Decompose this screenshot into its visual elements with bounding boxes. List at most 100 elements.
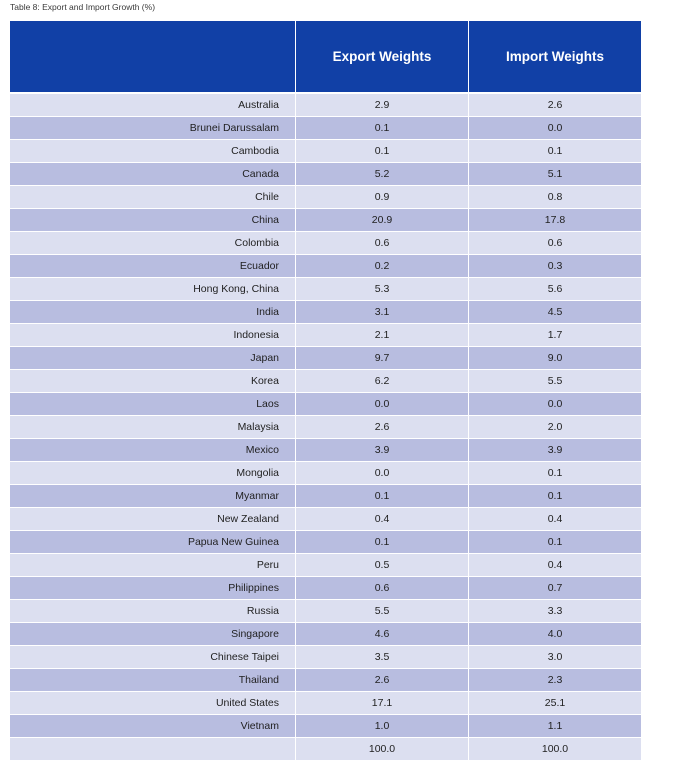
country-cell: Hong Kong, China (10, 277, 296, 300)
country-cell: Indonesia (10, 323, 296, 346)
export-weight-cell: 4.6 (296, 622, 469, 645)
country-cell: Peru (10, 553, 296, 576)
import-weight-cell: 0.6 (469, 231, 641, 254)
export-weight-cell: 3.1 (296, 300, 469, 323)
country-cell: Chinese Taipei (10, 645, 296, 668)
export-weight-cell: 6.2 (296, 369, 469, 392)
country-cell: Brunei Darussalam (10, 116, 296, 139)
import-weight-cell: 0.0 (469, 116, 641, 139)
import-weight-cell: 3.0 (469, 645, 641, 668)
export-weight-cell: 3.9 (296, 438, 469, 461)
import-weight-cell: 100.0 (469, 737, 641, 760)
export-weight-cell: 0.6 (296, 576, 469, 599)
country-cell: United States (10, 691, 296, 714)
table-row: Laos 0.0 0.0 (10, 392, 641, 415)
table-row: Chinese Taipei 3.5 3.0 (10, 645, 641, 668)
country-cell: Singapore (10, 622, 296, 645)
country-cell: Papua New Guinea (10, 530, 296, 553)
export-weight-cell: 0.5 (296, 553, 469, 576)
table-row: Hong Kong, China 5.3 5.6 (10, 277, 641, 300)
table-row: Russia 5.5 3.3 (10, 599, 641, 622)
table-row: Australia 2.9 2.6 (10, 92, 641, 116)
export-weight-cell: 3.5 (296, 645, 469, 668)
import-weight-cell: 1.1 (469, 714, 641, 737)
table-row: Brunei Darussalam 0.1 0.0 (10, 116, 641, 139)
import-weight-cell: 9.0 (469, 346, 641, 369)
table-row: Ecuador 0.2 0.3 (10, 254, 641, 277)
export-weight-cell: 0.4 (296, 507, 469, 530)
export-weight-cell: 0.6 (296, 231, 469, 254)
export-weight-cell: 2.1 (296, 323, 469, 346)
country-cell: Laos (10, 392, 296, 415)
import-weight-cell: 0.4 (469, 507, 641, 530)
table-row: New Zealand 0.4 0.4 (10, 507, 641, 530)
table-row: Myanmar 0.1 0.1 (10, 484, 641, 507)
table-row: Korea 6.2 5.5 (10, 369, 641, 392)
country-cell: New Zealand (10, 507, 296, 530)
export-weight-cell: 5.2 (296, 162, 469, 185)
import-weight-cell: 17.8 (469, 208, 641, 231)
export-weight-cell: 0.1 (296, 530, 469, 553)
import-weight-cell: 2.0 (469, 415, 641, 438)
table-row: Mongolia 0.0 0.1 (10, 461, 641, 484)
country-cell: Thailand (10, 668, 296, 691)
import-weight-cell: 0.3 (469, 254, 641, 277)
export-weight-cell: 2.6 (296, 415, 469, 438)
import-weight-cell: 2.3 (469, 668, 641, 691)
table-row: Malaysia 2.6 2.0 (10, 415, 641, 438)
table-row: Vietnam 1.0 1.1 (10, 714, 641, 737)
import-weight-cell: 0.1 (469, 139, 641, 162)
export-weight-cell: 0.9 (296, 185, 469, 208)
table-row: Chile 0.9 0.8 (10, 185, 641, 208)
table-row: United States 17.1 25.1 (10, 691, 641, 714)
import-weight-cell: 3.9 (469, 438, 641, 461)
import-weight-cell: 0.1 (469, 461, 641, 484)
import-weight-cell: 1.7 (469, 323, 641, 346)
export-weight-cell: 9.7 (296, 346, 469, 369)
export-weight-cell: 0.1 (296, 139, 469, 162)
table-row: Mexico 3.9 3.9 (10, 438, 641, 461)
table-row: Papua New Guinea 0.1 0.1 (10, 530, 641, 553)
country-cell: Cambodia (10, 139, 296, 162)
export-weight-cell: 0.0 (296, 461, 469, 484)
weights-table: Export Weights Import Weights Australia 2… (10, 21, 641, 760)
table-row: Peru 0.5 0.4 (10, 553, 641, 576)
country-cell: Russia (10, 599, 296, 622)
table-row: Philippines 0.6 0.7 (10, 576, 641, 599)
export-weight-cell: 0.1 (296, 116, 469, 139)
import-weight-cell: 0.4 (469, 553, 641, 576)
country-cell (10, 737, 296, 760)
table-caption: Table 8: Export and Import Growth (%) (10, 2, 156, 12)
import-weight-cell: 5.5 (469, 369, 641, 392)
import-weight-cell: 5.1 (469, 162, 641, 185)
country-cell: Ecuador (10, 254, 296, 277)
export-weight-cell: 5.3 (296, 277, 469, 300)
table-body: Australia 2.9 2.6 Brunei Darussalam 0.1 0.0 Ca… (10, 92, 641, 760)
country-cell: Mexico (10, 438, 296, 461)
import-weight-cell: 2.6 (469, 92, 641, 116)
export-weight-cell: 0.0 (296, 392, 469, 415)
table-row: Canada 5.2 5.1 (10, 162, 641, 185)
table-header-row: Export Weights Import Weights (10, 21, 641, 92)
import-weight-cell: 4.0 (469, 622, 641, 645)
country-cell: Colombia (10, 231, 296, 254)
table-row: Colombia 0.6 0.6 (10, 231, 641, 254)
export-weight-cell: 0.1 (296, 484, 469, 507)
import-weight-cell: 3.3 (469, 599, 641, 622)
import-weight-cell: 0.0 (469, 392, 641, 415)
export-weight-cell: 2.6 (296, 668, 469, 691)
import-weight-cell: 0.1 (469, 484, 641, 507)
table-row: Thailand 2.6 2.3 (10, 668, 641, 691)
import-weight-cell: 0.1 (469, 530, 641, 553)
header-country (10, 21, 296, 92)
export-weight-cell: 17.1 (296, 691, 469, 714)
country-cell: Australia (10, 92, 296, 116)
export-weight-cell: 1.0 (296, 714, 469, 737)
country-cell: China (10, 208, 296, 231)
table-row: Japan 9.7 9.0 (10, 346, 641, 369)
country-cell: Malaysia (10, 415, 296, 438)
export-weight-cell: 20.9 (296, 208, 469, 231)
export-weight-cell: 0.2 (296, 254, 469, 277)
country-cell: India (10, 300, 296, 323)
export-weight-cell: 100.0 (296, 737, 469, 760)
